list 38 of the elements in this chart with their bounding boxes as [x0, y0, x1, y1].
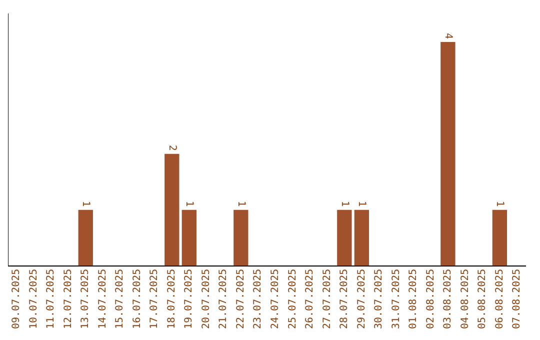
x-tick-label: 04.08.2025	[460, 268, 471, 330]
x-tick-label: 09.07.2025	[11, 268, 22, 330]
data-label: 2	[166, 144, 178, 151]
x-tick-label: 29.07.2025	[356, 268, 368, 330]
x-tick-label: 13.07.2025	[80, 268, 92, 330]
data-label: 1	[80, 200, 92, 207]
data-label: 1	[494, 200, 506, 207]
x-tick-label: 20.07.2025	[200, 268, 212, 330]
x-tick-label: 14.07.2025	[97, 268, 108, 330]
x-tick-label: 24.07.2025	[270, 268, 281, 330]
x-tick-label: 07.08.2025	[512, 268, 523, 330]
x-tick-label: 15.07.2025	[114, 268, 126, 330]
data-label: 1	[235, 200, 246, 207]
x-tick-label: 19.07.2025	[184, 268, 195, 330]
data-label: 1	[338, 200, 350, 207]
data-label: 4	[442, 32, 454, 39]
data-label: 1	[356, 200, 368, 207]
x-tick-label: 21.07.2025	[218, 268, 230, 330]
x-tick-label: 31.07.2025	[390, 268, 402, 330]
x-tick-label: 22.07.2025	[235, 268, 246, 330]
x-tick-label: 11.07.2025	[46, 268, 57, 330]
x-tick-label: 28.07.2025	[339, 268, 350, 330]
data-label: 1	[184, 200, 195, 207]
x-tick-label: 26.07.2025	[304, 268, 316, 330]
x-tick-label: 12.07.2025	[62, 268, 74, 330]
x-tick-label: 05.08.2025	[477, 268, 488, 330]
x-tick-label: 03.08.2025	[442, 268, 454, 330]
x-tick-label: 25.07.2025	[287, 268, 298, 330]
x-tick-label: 02.08.2025	[425, 268, 436, 330]
x-tick-label: 23.07.2025	[252, 268, 264, 330]
x-tick-label: 18.07.2025	[166, 268, 178, 330]
x-tick-label: 30.07.2025	[374, 268, 385, 330]
x-tick-label: 01.08.2025	[408, 268, 420, 330]
x-tick-label: 27.07.2025	[322, 268, 333, 330]
x-tick-label: 17.07.2025	[149, 268, 160, 330]
x-tick-label: 06.08.2025	[494, 268, 506, 330]
x-tick-label: 16.07.2025	[132, 268, 143, 330]
x-tick-label: 10.07.2025	[28, 268, 40, 330]
